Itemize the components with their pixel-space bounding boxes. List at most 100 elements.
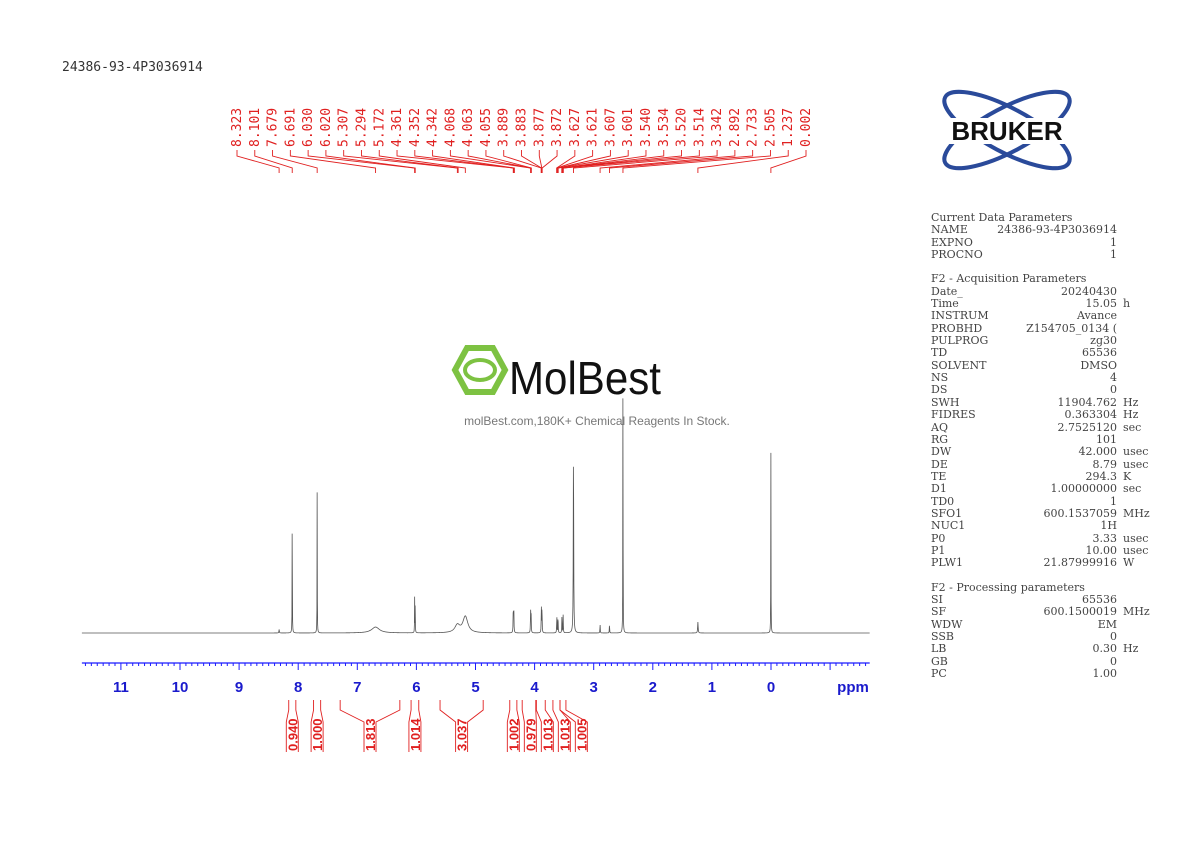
parameter-unit: Hz: [1123, 642, 1139, 656]
peak-label: 2.505: [763, 108, 778, 147]
parameter-value: 1: [1110, 494, 1117, 508]
bruker-logo: BRUKER: [926, 89, 1090, 171]
peak-label-leader: [414, 150, 515, 173]
integral-bracket: [310, 700, 315, 752]
parameter-value: 600.1500019: [1043, 605, 1117, 619]
integral-bracket: [565, 700, 588, 752]
integral-bracket: [552, 700, 559, 752]
parameter-unit: [1117, 347, 1123, 359]
peak-label: 3.342: [710, 108, 725, 147]
integral-bracket: [439, 700, 457, 752]
parameter-value: 10.00: [1085, 543, 1118, 557]
parameter-value: 20240430: [1061, 284, 1117, 298]
integral-value: 0.940: [285, 718, 300, 751]
x-axis-label: ppm: [837, 679, 869, 696]
peak-label: 4.055: [479, 108, 494, 147]
parameter-value: zg30: [1090, 334, 1117, 348]
x-tick-label: 7: [353, 679, 361, 696]
parameter-row: RG 101: [931, 432, 1181, 446]
x-tick-label: 0: [767, 679, 775, 696]
peak-label-leader: [556, 150, 594, 173]
parameter-row: DE 8.79 usec: [931, 457, 1181, 471]
parameter-row: P0 3.33 usec: [931, 532, 1181, 545]
peak-label: 3.514: [692, 108, 707, 147]
parameter-key: SF: [931, 605, 947, 619]
peak-label-leader: [467, 150, 532, 173]
parameter-key: TD0: [931, 494, 955, 508]
integral-bracket: [506, 700, 511, 752]
peak-label-leader: [538, 150, 543, 173]
peak-label: 5.294: [354, 108, 369, 147]
peak-label-leader: [503, 150, 542, 173]
parameter-unit: [1117, 520, 1123, 532]
parameter-row: SF 600.1500019 MHz: [931, 605, 1181, 619]
parameter-value: 2.7525120: [1057, 420, 1118, 434]
parameter-unit: [1117, 619, 1123, 631]
parameter-key: WDW: [931, 617, 963, 631]
parameter-value: EM: [1097, 617, 1117, 631]
peak-label: 2.892: [728, 108, 743, 147]
peak-label: 3.540: [639, 108, 654, 147]
integral-bracket: [559, 700, 576, 752]
peak-label-leader: [396, 150, 514, 173]
integral-bracket: [521, 700, 525, 752]
integral-value: 1.005: [574, 718, 589, 751]
parameter-key: TD: [931, 346, 948, 360]
parameter-value: 65536: [1082, 592, 1117, 606]
parameter-unit: MHz: [1123, 506, 1150, 520]
x-tick-label: 10: [172, 679, 189, 696]
integral-bracket: [418, 700, 422, 752]
parameter-unit: Hz: [1123, 395, 1139, 409]
parameter-row: TD0 1: [931, 494, 1181, 508]
parameter-key: PROCNO: [931, 248, 983, 262]
parameter-key: SI: [931, 592, 943, 606]
parameter-section-title: Current Data Parameters: [931, 211, 1073, 224]
parameter-key: DS: [931, 383, 948, 397]
parameter-value: 15.05: [1085, 297, 1118, 311]
peak-label-leader: [343, 150, 458, 173]
parameter-row: P1 10.00 usec: [931, 543, 1181, 557]
hexagon-icon: [451, 345, 509, 395]
parameter-key: Date_: [931, 284, 963, 298]
parameter-row: NUC1 1H: [931, 519, 1181, 532]
parameter-row: NS 4: [931, 371, 1181, 384]
parameter-section-title: F2 - Processing parameters: [931, 580, 1085, 594]
peak-label: 3.607: [603, 108, 618, 147]
parameter-key: AQ: [931, 420, 948, 434]
peak-label: 5.307: [337, 108, 352, 147]
peak-label: 8.323: [230, 108, 245, 147]
parameter-key: SWH: [931, 395, 960, 409]
parameter-row: SI 65536: [931, 592, 1181, 606]
parameter-row: PULPROG zg30: [931, 334, 1181, 348]
ring-icon: [463, 358, 497, 382]
parameter-key: GB: [931, 654, 948, 668]
parameter-row: Time 15.05 h: [931, 297, 1181, 311]
peak-label-leader: [556, 150, 576, 173]
parameter-unit: [1117, 237, 1123, 249]
parameter-key: NAME: [931, 223, 968, 237]
parameter-unit: [1117, 310, 1123, 322]
parameter-key: RG: [931, 432, 949, 446]
parameter-key: PC: [931, 667, 947, 681]
x-tick-label: 8: [294, 679, 302, 696]
parameter-row: PLW1 21.87999916 W: [931, 556, 1181, 569]
parameter-key: TE: [931, 469, 947, 483]
parameter-unit: [1117, 249, 1123, 261]
bruker-brand: BRUKER: [951, 116, 1062, 146]
x-tick-label: 6: [412, 679, 420, 696]
parameter-key: SFO1: [931, 506, 963, 520]
parameter-value: 294.3: [1085, 469, 1118, 483]
peak-label: 0.002: [799, 108, 814, 147]
integral-bracket: [535, 700, 542, 752]
x-tick-label: 3: [590, 679, 598, 696]
integral-bracket: [295, 700, 299, 752]
integral-bracket: [375, 700, 401, 752]
parameter-row: D1 1.00000000 sec: [931, 482, 1181, 495]
peak-label-leader: [307, 150, 416, 173]
parameter-row: FIDRES 0.363304 Hz: [931, 408, 1181, 421]
parameter-unit: usec: [1123, 457, 1149, 471]
spectrum-line: [81, 398, 870, 634]
parameter-row: PROBHD Z154705_0134 (: [931, 322, 1181, 335]
integral-value: 1.014: [408, 718, 423, 751]
parameter-row: SOLVENT DMSO: [931, 359, 1181, 372]
